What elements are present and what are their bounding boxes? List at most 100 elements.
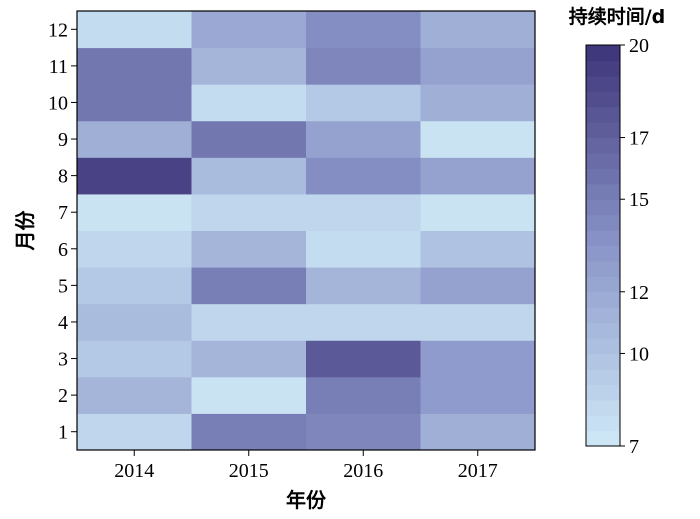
colorbar-tick-label: 17: [629, 128, 649, 150]
colorbar-band: [586, 45, 620, 62]
colorbar-band: [586, 415, 620, 432]
colorbar-band: [586, 183, 620, 200]
x-tick-label: 2014: [114, 460, 154, 482]
plot-frame: [76, 10, 536, 451]
heatmap-cell: [420, 303, 536, 341]
heatmap-cell: [77, 413, 192, 451]
colorbar-band: [586, 230, 620, 247]
colorbar-band: [586, 106, 620, 123]
y-tick-label: 3: [58, 349, 68, 371]
y-tick-label: 11: [49, 56, 68, 78]
colorbar-title: 持续时间/d: [569, 5, 666, 28]
heatmap-cell: [306, 303, 421, 341]
heatmap-cell: [77, 47, 192, 85]
colorbar-band: [586, 260, 620, 277]
heatmap-cell: [306, 47, 421, 85]
colorbar-band: [586, 75, 620, 92]
heatmap-cell: [420, 120, 536, 158]
heatmap-cell: [77, 267, 192, 305]
heatmap-cell: [420, 376, 536, 414]
heatmap-cell: [77, 11, 192, 49]
heatmap-cell: [306, 376, 421, 414]
heatmap-cell: [306, 157, 421, 195]
x-tick-label: 2016: [343, 460, 383, 482]
y-tick-label: 6: [58, 239, 68, 261]
colorbar-frame: [585, 44, 621, 447]
y-tick-label: 1: [58, 422, 68, 444]
heatmap-cell: [77, 84, 192, 122]
heatmap-cell: [306, 230, 421, 268]
heatmap-cell: [77, 230, 192, 268]
colorbar-band: [586, 245, 620, 262]
heatmap-cell: [77, 157, 192, 195]
heatmap-cell: [420, 84, 536, 122]
heatmap-cell: [306, 267, 421, 305]
colorbar-band: [586, 122, 620, 139]
heatmap-cell: [420, 340, 536, 378]
heatmap-cell: [420, 157, 536, 195]
heatmap-cell: [191, 193, 307, 231]
x-axis-title: 年份: [286, 488, 327, 512]
heatmap-cell: [420, 413, 536, 451]
colorbar-bands: [586, 45, 620, 447]
heatmap-cell: [420, 230, 536, 268]
heatmap-cell: [191, 413, 307, 451]
colorbar-tick-label: 20: [629, 35, 649, 57]
colorbar-band: [586, 152, 620, 169]
colorbar-band: [586, 276, 620, 293]
colorbar-tick-label: 15: [629, 189, 649, 211]
colorbar-band: [586, 430, 620, 447]
heatmap-cell: [420, 11, 536, 49]
colorbar-tick-label: 10: [629, 343, 649, 365]
colorbar-ticks: 7 10 12 15 17 20: [620, 35, 649, 458]
heatmap-cell: [420, 47, 536, 85]
heatmap-cell: [306, 340, 421, 378]
heatmap-cell: [191, 157, 307, 195]
heatmap-cell: [191, 47, 307, 85]
heatmap-cell: [77, 376, 192, 414]
y-tick-label: 8: [58, 166, 68, 188]
heatmap-cell: [191, 11, 307, 49]
colorbar-band: [586, 60, 620, 77]
heatmap-cell: [306, 413, 421, 451]
colorbar-band: [586, 199, 620, 216]
colorbar-tick-label: 12: [629, 282, 649, 304]
heatmap-cell: [306, 193, 421, 231]
heatmap-cell: [191, 267, 307, 305]
heatmap-cell: [191, 303, 307, 341]
y-tick-label: 4: [58, 312, 68, 334]
heatmap-cell: [77, 303, 192, 341]
y-tick-label: 9: [58, 129, 68, 151]
heatmap-cell: [420, 267, 536, 305]
y-tick-label: 2: [58, 385, 68, 407]
heatmap-cell: [191, 84, 307, 122]
heatmap-cells: [77, 11, 536, 451]
heatmap-cell: [191, 340, 307, 378]
heatmap-cell: [306, 120, 421, 158]
colorbar-band: [586, 307, 620, 324]
heatmap-cell: [191, 376, 307, 414]
colorbar-band: [586, 137, 620, 154]
y-axis-title: 月份: [13, 210, 37, 252]
x-tick-label: 2017: [458, 460, 498, 482]
x-tick-label: 2015: [229, 460, 269, 482]
heatmap-cell: [77, 340, 192, 378]
colorbar-band: [586, 338, 620, 355]
heatmap-cell: [306, 11, 421, 49]
y-tick-label: 10: [48, 92, 68, 114]
colorbar-band: [586, 91, 620, 108]
colorbar-band: [586, 353, 620, 370]
colorbar-band: [586, 368, 620, 385]
colorbar-band: [586, 399, 620, 416]
heatmap-cell: [420, 193, 536, 231]
heatmap-cell: [77, 120, 192, 158]
colorbar-band: [586, 168, 620, 185]
y-tick-label: 5: [58, 275, 68, 297]
colorbar-band: [586, 384, 620, 401]
colorbar-band: [586, 322, 620, 339]
x-axis-ticks: 2014 2015 2016 2017: [114, 450, 498, 482]
y-tick-label: 7: [58, 202, 68, 224]
colorbar-band: [586, 291, 620, 308]
